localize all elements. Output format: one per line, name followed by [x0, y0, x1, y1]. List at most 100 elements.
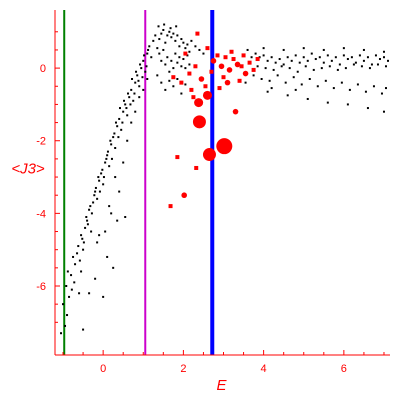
highlighted-point [194, 98, 204, 108]
highlighted-point [168, 204, 173, 209]
data-point [300, 83, 303, 86]
data-point [94, 277, 97, 280]
data-point [129, 103, 132, 106]
data-point [102, 183, 105, 186]
data-point [114, 176, 117, 179]
data-point [346, 103, 349, 106]
data-point [172, 85, 175, 88]
data-point [160, 81, 163, 84]
data-point [90, 212, 93, 215]
x-tick-label: 0 [100, 363, 106, 375]
data-point [137, 79, 140, 82]
data-point [246, 48, 249, 51]
data-point [166, 56, 169, 59]
data-point [98, 234, 101, 237]
axes: 0 2 4 6 0 -2 -4 -6 [36, 10, 390, 375]
data-point [202, 52, 205, 55]
data-point [150, 56, 153, 59]
data-point [338, 63, 341, 66]
data-point [194, 45, 197, 48]
data-point [328, 65, 331, 68]
data-point [356, 83, 359, 86]
data-point [88, 208, 91, 211]
data-point [366, 107, 369, 110]
data-point [380, 92, 383, 95]
highlighted-point [224, 79, 231, 86]
data-point [180, 92, 183, 95]
highlighted-point [255, 57, 260, 62]
data-point [326, 54, 329, 57]
highlighted-point [241, 53, 246, 58]
data-point [80, 234, 83, 237]
data-point [168, 30, 171, 33]
data-point [93, 194, 96, 197]
data-point [96, 197, 99, 200]
data-point [114, 147, 117, 149]
data-point [258, 56, 261, 59]
data-point [127, 92, 130, 95]
data-point [280, 65, 283, 68]
data-point [294, 54, 297, 57]
data-point [186, 54, 189, 57]
data-point [72, 255, 75, 258]
data-point [290, 59, 293, 62]
data-point [126, 114, 129, 117]
highlighted-point [218, 63, 225, 70]
highlighted-point [247, 60, 252, 65]
data-point [157, 25, 160, 28]
data-point [148, 45, 151, 48]
data-point [108, 165, 111, 168]
data-point [106, 255, 109, 258]
highlighted-point [187, 71, 192, 76]
data-point [98, 190, 101, 193]
data-point [176, 34, 179, 37]
data-point [96, 241, 99, 244]
highlighted-point [171, 75, 176, 80]
data-point [178, 56, 181, 59]
data-point [268, 79, 271, 82]
data-point [288, 67, 291, 70]
data-point [172, 32, 175, 35]
small-points [60, 23, 389, 335]
data-point [90, 230, 93, 233]
data-point [244, 81, 247, 84]
data-point [110, 212, 113, 215]
data-point [370, 63, 373, 66]
data-point [340, 81, 343, 84]
data-point [254, 52, 257, 55]
data-point [174, 52, 177, 55]
data-point [162, 28, 165, 31]
data-point [330, 59, 333, 62]
data-point [122, 110, 125, 113]
data-point [174, 39, 177, 42]
data-point [320, 67, 323, 70]
data-point [304, 65, 307, 68]
data-point [94, 186, 97, 189]
data-point [121, 121, 124, 124]
data-point [126, 139, 129, 142]
data-point [178, 45, 181, 48]
data-point [138, 96, 141, 99]
highlighted-point [189, 87, 194, 92]
data-point [100, 172, 103, 175]
data-point [186, 43, 189, 46]
data-point [80, 270, 83, 273]
data-point [139, 63, 142, 66]
data-point [180, 38, 183, 41]
data-point [180, 65, 183, 68]
data-point [120, 128, 123, 131]
data-point [133, 92, 136, 95]
data-point [326, 101, 329, 104]
data-point [344, 67, 347, 70]
highlighted-point [183, 51, 188, 56]
data-point [190, 39, 193, 42]
data-point [101, 168, 104, 171]
data-point [102, 176, 105, 179]
data-point [68, 295, 71, 298]
highlighted-point [215, 53, 220, 58]
data-point [158, 52, 161, 55]
highlighted-point [202, 90, 212, 100]
data-point [110, 143, 113, 146]
data-point [110, 157, 113, 160]
data-point [378, 58, 381, 61]
